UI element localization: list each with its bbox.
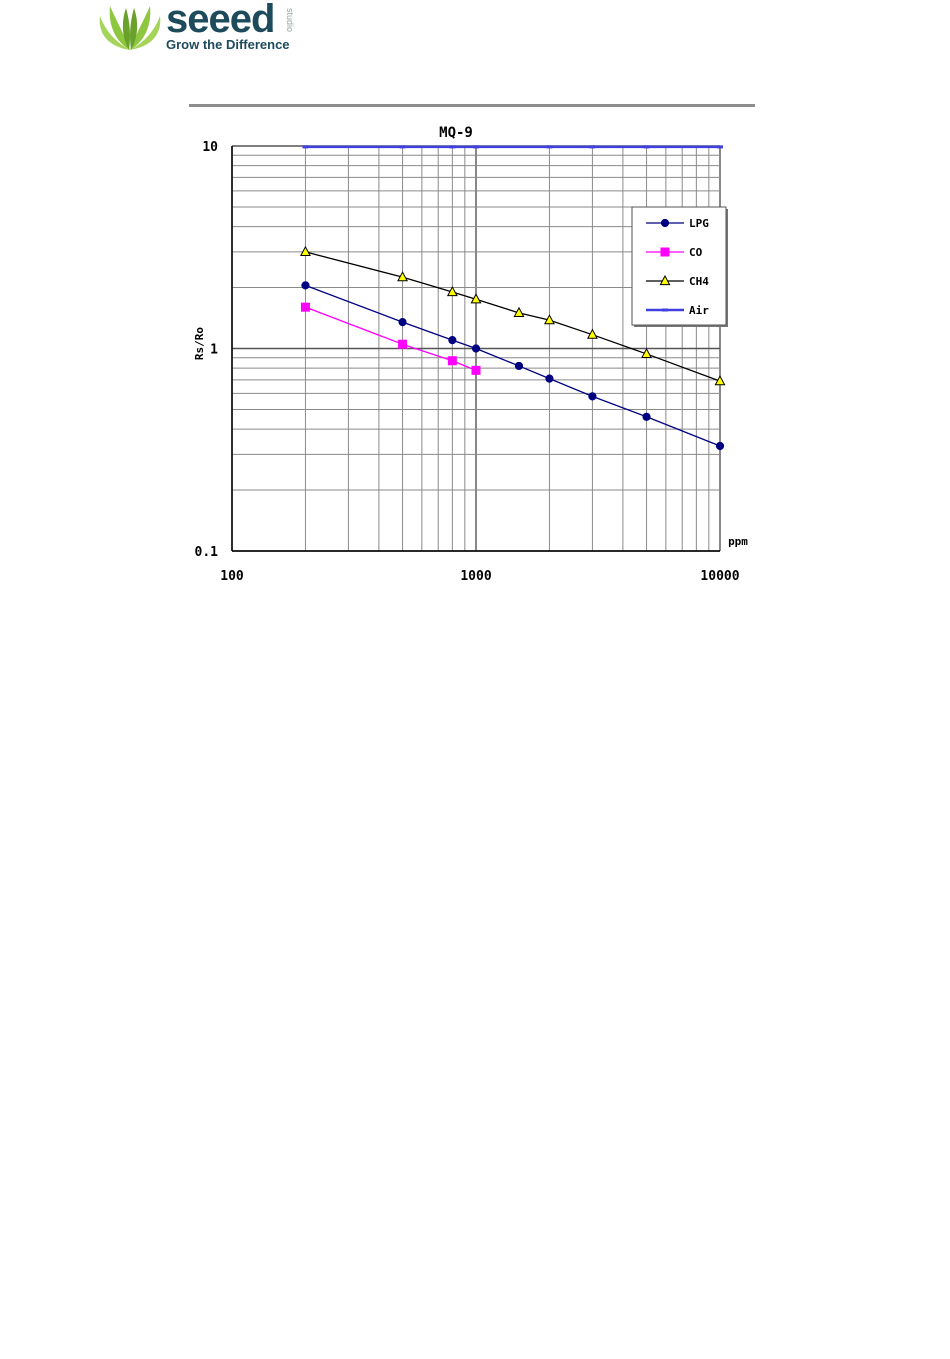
data-point (446, 285, 458, 297)
x-axis-label: ppm (728, 535, 748, 548)
series-line (305, 306, 477, 371)
chart-legend: LPG CO CH4 Air (631, 206, 728, 327)
legend-label: Air (689, 304, 709, 317)
data-point (448, 336, 457, 345)
y-tick-label: 10 (202, 140, 218, 155)
chart-svg: 100 1000 10000 10 1 0.1 MQ-9 ppm Rs/Ro LPG CO CH4 A… (193, 125, 748, 584)
legend-label: LPG (689, 217, 709, 230)
data-point (471, 344, 481, 353)
data-point (642, 412, 651, 421)
x-tick-label: 100 (220, 569, 244, 584)
data-point (514, 361, 524, 371)
data-point (473, 145, 479, 149)
legend-label: CO (689, 246, 703, 259)
legend-label: CH4 (689, 275, 709, 288)
data-point (589, 145, 596, 149)
chart-panel: 100 1000 10000 10 1 0.1 MQ-9 ppm Rs/Ro LPG CO CH4 A… (189, 104, 755, 585)
y-axis-label: Rs/Ro (193, 327, 206, 360)
data-point (301, 281, 310, 290)
legend-marker (659, 274, 671, 286)
data-point (300, 245, 311, 256)
data-point (546, 145, 553, 149)
data-point (513, 306, 525, 317)
data-point (643, 145, 650, 149)
legend-marker (660, 247, 670, 257)
legend-item-lpg: LPG (646, 217, 709, 230)
legend-item-air: Air (646, 304, 709, 317)
data-point (545, 374, 554, 383)
data-point (397, 271, 408, 282)
series-air (302, 145, 723, 149)
x-tick-label: 10000 (700, 569, 739, 584)
legend-item-ch4: CH4 (646, 274, 709, 288)
series-lpg (301, 281, 725, 451)
chart-title: MQ-9 (439, 125, 473, 141)
brand-tagline: Grow the Difference (166, 37, 290, 52)
series-co (300, 302, 481, 375)
y-tick-label: 1 (210, 343, 218, 358)
legend-box (631, 206, 727, 326)
data-point (586, 328, 598, 339)
data-point (717, 145, 723, 149)
data-point (714, 375, 726, 386)
legend-marker (660, 218, 670, 228)
data-point (588, 392, 597, 401)
data-point (302, 145, 309, 149)
brand-studio-label: studio (285, 8, 295, 33)
legend-marker (662, 308, 668, 312)
legend-item-co: CO (646, 246, 703, 259)
chart-axes: 100 1000 10000 10 1 0.1 MQ-9 ppm Rs/Ro (193, 125, 748, 584)
data-point (447, 356, 457, 366)
data-point (399, 145, 406, 149)
data-point (641, 347, 652, 359)
data-point (471, 365, 481, 375)
data-point (300, 302, 310, 312)
brand-name: seeed (166, 0, 275, 41)
data-point (544, 314, 555, 325)
leaf-icon (99, 6, 161, 50)
data-point (715, 441, 725, 451)
data-point (470, 293, 482, 304)
data-point (398, 318, 407, 327)
data-point (449, 145, 456, 149)
seeed-logo[interactable]: seeed studio Grow the Difference (96, 0, 311, 54)
data-point (398, 339, 408, 349)
y-tick-label: 0.1 (195, 545, 219, 560)
x-tick-label: 1000 (460, 569, 491, 584)
chart-series (300, 145, 726, 451)
series-ch4 (300, 245, 726, 386)
